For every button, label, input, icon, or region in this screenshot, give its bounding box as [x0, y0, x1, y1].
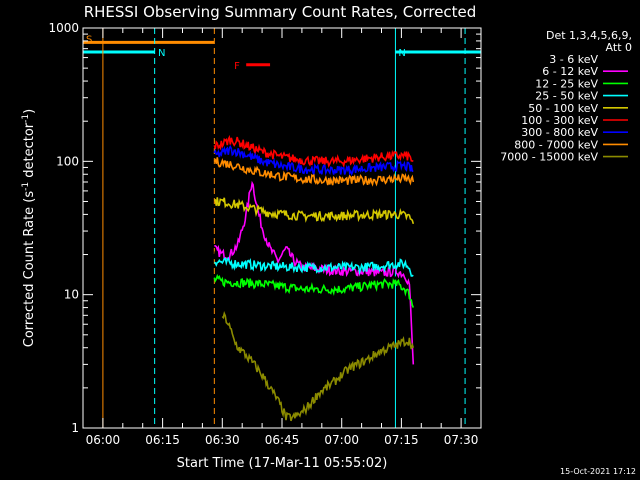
y-axis-label-sup-1: -1	[21, 182, 31, 191]
x-tick-label-0: 06:00	[86, 433, 121, 447]
x-axis-label: Start Time (17-Mar-11 05:55:02)	[177, 456, 388, 471]
series-line-2	[213, 273, 415, 308]
legend-label-1: 6 - 12 keV	[542, 65, 598, 78]
state-bar-label-f-3: F	[234, 61, 240, 72]
series-line-3	[213, 256, 414, 277]
x-tick-label-6: 07:30	[444, 433, 479, 447]
legend-header-line-1: Det 1,3,4,5,6,9,	[546, 29, 632, 42]
state-bar-label-s-0: S	[86, 34, 92, 45]
legend-header-line-2: Att 0	[606, 41, 632, 54]
timestamp: 15-Oct-2021 17:12	[560, 467, 636, 476]
series-line-8	[221, 311, 415, 422]
series-line-5	[213, 134, 414, 169]
y-tick-label-2: 100	[56, 154, 79, 168]
legend-label-7: 800 - 7000 keV	[514, 138, 598, 151]
x-tick-label-3: 06:45	[265, 433, 300, 447]
chart-title: RHESSI Observing Summary Count Rates, Co…	[84, 3, 477, 21]
legend-label-0: 3 - 6 keV	[549, 53, 598, 66]
x-tick-label-4: 07:00	[324, 433, 359, 447]
y-axis-label-part-2: detector	[22, 122, 37, 182]
vertical-markers	[102, 28, 466, 428]
y-tick-label-3: 1000	[48, 21, 79, 35]
state-bar-label-n-2: N	[398, 48, 405, 59]
y-tick-label-0: 1	[71, 421, 79, 435]
legend-label-6: 300 - 800 keV	[521, 126, 598, 139]
y-axis-label: Corrected Count Rate (s-1 detector-1)	[21, 109, 37, 347]
legend-label-5: 100 - 300 keV	[521, 114, 598, 127]
series-line-4	[214, 197, 415, 225]
state-bar-label-n-1: N	[158, 48, 165, 59]
x-tick-label-5: 07:15	[384, 433, 419, 447]
legend-label-2: 12 - 25 keV	[535, 77, 598, 90]
series-layer	[213, 134, 415, 422]
series-line-6	[213, 144, 414, 177]
y-axis-label-sup-2: -1	[21, 114, 31, 123]
legend-label-3: 25 - 50 keV	[535, 90, 598, 103]
legend-label-4: 50 - 100 keV	[528, 102, 598, 115]
state-bars: S N N F	[83, 34, 481, 72]
y-axis-label-part-3: )	[22, 109, 37, 114]
x-axis: 06:00 06:15 06:30 06:45 07:00 07:15 07:30	[82, 28, 482, 447]
series-line-7	[213, 157, 415, 187]
y-axis-label-part-1: Corrected Count Rate (s	[22, 191, 37, 348]
y-tick-label-1: 10	[64, 288, 79, 302]
legend-label-8: 7000 - 15000 keV	[500, 151, 598, 164]
y-axis: 1 10 100 1000	[48, 21, 481, 435]
x-tick-label-2: 06:30	[205, 433, 240, 447]
x-tick-label-1: 06:15	[145, 433, 180, 447]
